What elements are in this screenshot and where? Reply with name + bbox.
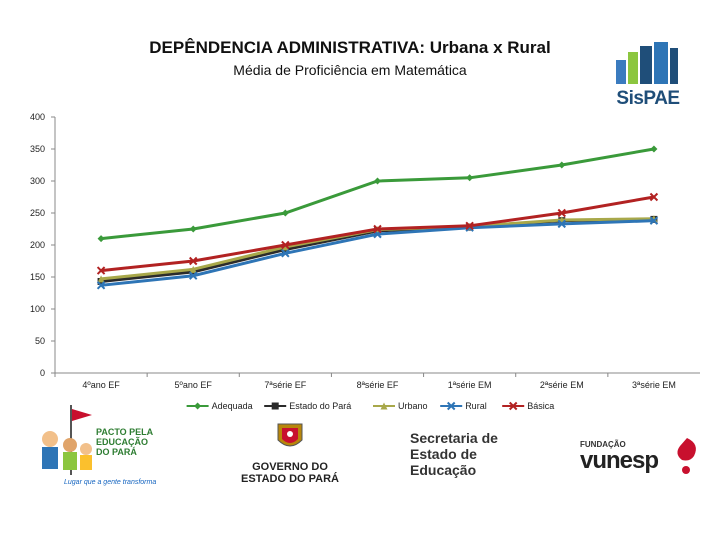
legend-marker-urbano — [380, 402, 388, 410]
y-tick-label: 0 — [40, 368, 45, 378]
y-tick-label: 350 — [30, 144, 45, 154]
chart-title: DEPÊNDENCIA ADMINISTRATIVA: Urbana x Rur… — [149, 38, 551, 57]
data-point-adequada — [189, 225, 197, 233]
data-point-basica — [465, 221, 474, 231]
vunesp-wordmark: vunesp — [580, 447, 659, 474]
x-tick-label: 1ªsérie EM — [448, 380, 492, 390]
data-point-urbano — [189, 265, 197, 273]
pacto-educacao-logo: PACTO PELA EDUCAÇÃO DO PARÁ Lugar que a … — [36, 405, 161, 490]
y-tick-label: 300 — [30, 176, 45, 186]
legend-marker-estado-do-para — [271, 402, 279, 410]
data-point-urbano — [97, 275, 105, 283]
legend-label-adequada: Adequada — [212, 401, 253, 411]
sispae-logo: SisPAE — [612, 38, 684, 118]
data-point-rural — [281, 249, 290, 258]
legend-marker-basica — [508, 401, 518, 411]
x-tick-label: 3ªsérie EM — [632, 380, 676, 390]
data-point-urbano — [281, 243, 289, 251]
sispae-books-icon — [616, 42, 678, 84]
data-point-basica — [373, 224, 382, 234]
vunesp-mark-icon — [677, 438, 696, 474]
data-point-basica — [189, 256, 198, 266]
vunesp-fundacao-label: FUNDAÇÃO — [580, 440, 626, 449]
data-point-adequada — [466, 174, 474, 182]
data-point-rural — [649, 216, 659, 225]
chart-subtitle: Média de Proficiência em Matemática — [233, 62, 467, 78]
pacto-slogan: Lugar que a gente transforma — [64, 479, 157, 486]
vunesp-logo: FUNDAÇÃO vunesp — [580, 438, 700, 474]
x-tick-label: 7ªsérie EF — [264, 380, 306, 390]
y-tick-label: 150 — [30, 272, 45, 282]
sispae-wordmark: SisPAE — [616, 88, 680, 109]
data-point-adequada — [97, 235, 105, 243]
governo-para-logo: GOVERNO DO ESTADO DO PARÁ — [230, 420, 350, 485]
legend-marker-rural — [446, 401, 456, 411]
y-tick-label: 200 — [30, 240, 45, 250]
legend-label-rural: Rural — [465, 401, 487, 411]
legend-label-basica: Básica — [527, 401, 554, 411]
x-tick-label: 2ªsérie EM — [540, 380, 584, 390]
data-point-rural — [557, 219, 566, 229]
legend-marker-adequada — [194, 402, 202, 410]
governo-text: GOVERNO DO ESTADO DO PARÁ — [241, 461, 339, 485]
y-tick-label: 100 — [30, 304, 45, 314]
y-tick-label: 400 — [30, 112, 45, 122]
y-tick-label: 250 — [30, 208, 45, 218]
data-point-basica — [96, 266, 106, 275]
data-point-basica — [557, 208, 566, 218]
x-tick-label: 4ºano EF — [82, 380, 120, 390]
legend-label-estado-do-para: Estado do Pará — [289, 401, 351, 411]
children-icon — [42, 405, 92, 475]
x-tick-label: 5ºano EF — [175, 380, 213, 390]
data-point-rural — [189, 271, 198, 280]
data-point-adequada — [281, 209, 289, 217]
data-point-adequada — [374, 177, 381, 185]
data-point-rural — [96, 281, 106, 290]
data-point-basica — [649, 192, 659, 202]
secretaria-logo: Secretaria de Estado de Educação — [410, 430, 498, 478]
coat-of-arms-icon — [277, 423, 303, 447]
series-line-adequada — [100, 147, 655, 241]
legend-label-urbano: Urbano — [398, 401, 428, 411]
pacto-text: PACTO PELA EDUCAÇÃO DO PARÁ — [96, 427, 154, 457]
data-point-adequada — [650, 145, 658, 153]
data-point-basica — [281, 240, 290, 250]
data-point-adequada — [558, 161, 566, 169]
y-tick-label: 50 — [35, 336, 45, 346]
x-tick-label: 8ªsérie EF — [357, 380, 399, 390]
